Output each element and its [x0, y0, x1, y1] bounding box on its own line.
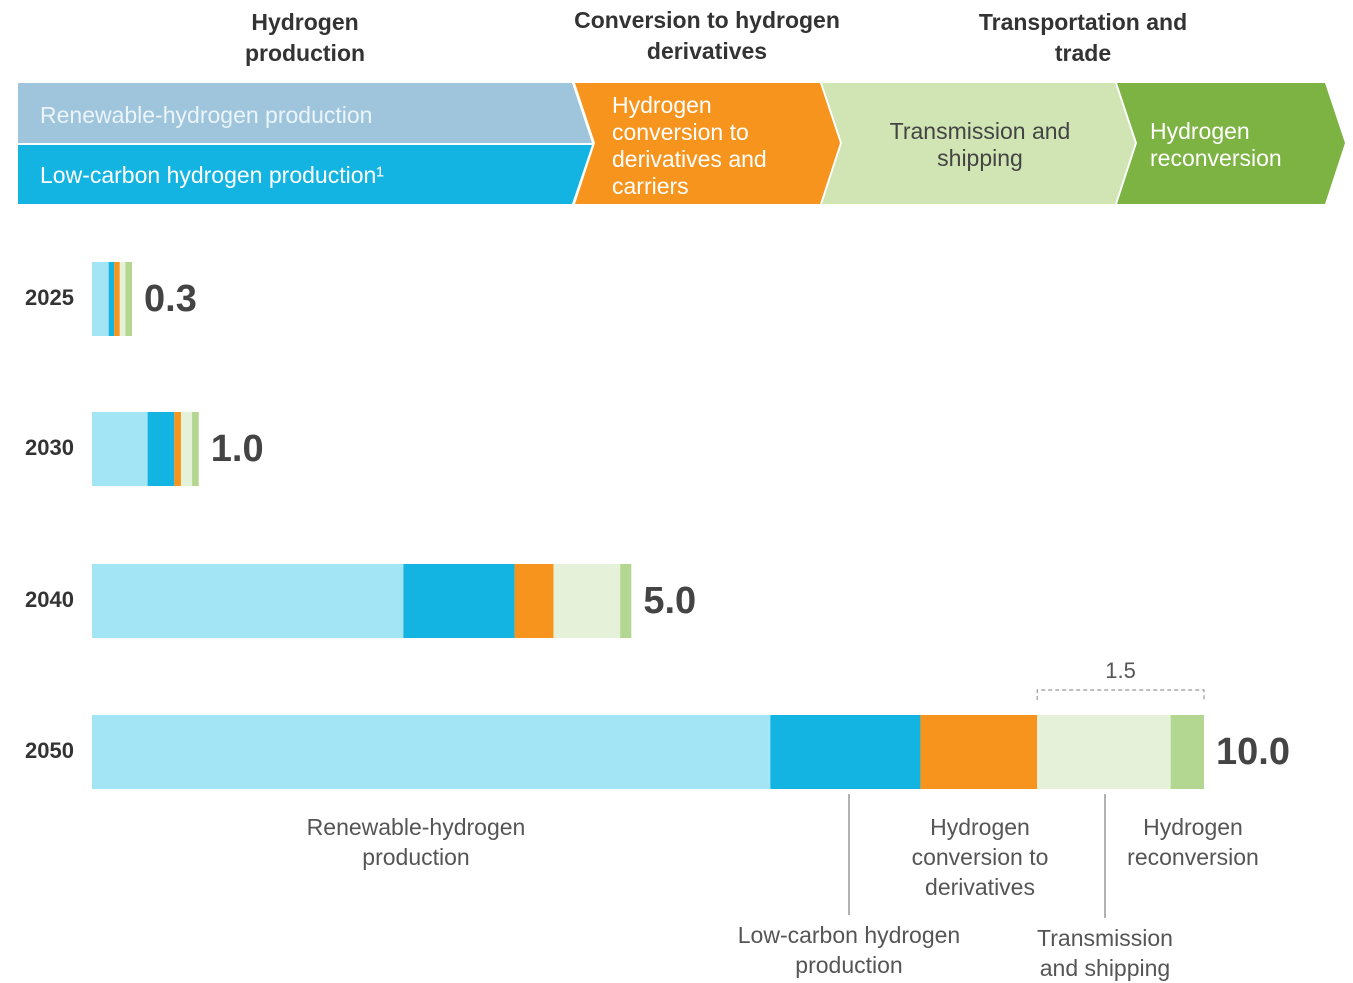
bar-segment: [192, 412, 199, 486]
bar-segment: [514, 564, 554, 638]
bar-segment: [92, 412, 148, 486]
y-tick-label: 2050: [25, 738, 74, 763]
stage-title: Transportation and trade: [978, 9, 1188, 66]
bar-segment: [620, 564, 632, 638]
bracket: [1036, 689, 1205, 700]
total-label: 5.0: [643, 580, 696, 622]
bar-segment: [147, 412, 175, 486]
total-label: 1.0: [211, 428, 264, 470]
bar-segment: [920, 715, 1038, 789]
step-label: Hydrogen conversion to derivatives and c…: [612, 92, 767, 199]
step-chevron: [1117, 83, 1345, 204]
segment-label: Renewable-hydrogen production: [306, 814, 526, 870]
segment-label: Low-carbon hydrogen production: [737, 922, 961, 978]
bar-segment: [125, 262, 133, 336]
step-chevron: [575, 83, 840, 204]
bar-segment: [403, 564, 515, 638]
step-band: [18, 83, 592, 143]
total-label: 0.3: [144, 278, 197, 320]
step-label: Transmission and shipping: [889, 118, 1071, 171]
segment-label: Hydrogen reconversion: [1127, 814, 1259, 870]
stage-title: Conversion to hydrogen derivatives: [574, 7, 840, 64]
total-label: 10.0: [1216, 731, 1290, 773]
bracket-label: 1.5: [1105, 658, 1136, 683]
bar-segment: [553, 564, 621, 638]
segment-label: Transmission and shipping: [1037, 925, 1173, 981]
y-tick-label: 2030: [25, 435, 74, 460]
bar-segment: [119, 262, 126, 336]
step-label: Hydrogen reconversion: [1150, 118, 1282, 171]
bar-segment: [770, 715, 921, 789]
bar-segment: [1037, 715, 1171, 789]
y-tick-label: 2040: [25, 587, 74, 612]
bar-segment: [92, 715, 771, 789]
step-label: Renewable-hydrogen production: [40, 102, 373, 128]
bar-segment: [1170, 715, 1204, 789]
step-band: [18, 145, 592, 204]
step-chevron: [822, 83, 1135, 204]
bar-segment: [92, 262, 109, 336]
segment-label: Hydrogen conversion to derivatives: [911, 814, 1049, 900]
bar-segment: [180, 412, 193, 486]
bar-segment: [108, 262, 115, 336]
bar-segment: [114, 262, 120, 336]
bar-segment: [92, 564, 404, 638]
bar-segment: [174, 412, 181, 486]
stage-title: Hydrogen production: [244, 9, 366, 66]
y-tick-label: 2025: [25, 285, 74, 310]
step-label: Low-carbon hydrogen production¹: [40, 162, 384, 188]
